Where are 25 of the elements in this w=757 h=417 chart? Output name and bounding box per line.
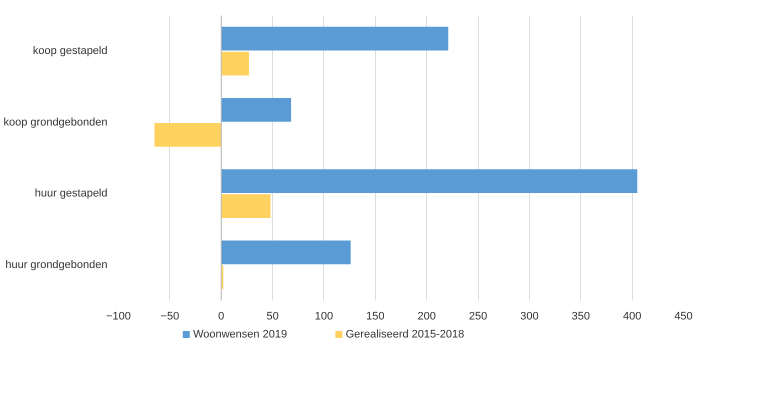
- x-tick-label: 350: [572, 310, 590, 322]
- bar: [221, 52, 249, 76]
- y-tick-label: huur gestapeld: [34, 188, 108, 200]
- x-tick-label: 0: [218, 310, 224, 322]
- x-tick-label: 150: [366, 310, 384, 322]
- y-tick-label: koop gestapeld: [32, 45, 108, 58]
- x-tick-label: 250: [468, 310, 488, 322]
- x-tick-label: −100: [106, 310, 131, 322]
- legend-label: Woonwensen 2019: [193, 328, 288, 340]
- x-tick-label: 300: [520, 310, 539, 322]
- x-tick-label: −50: [160, 310, 180, 322]
- x-tick-label: 100: [314, 310, 334, 322]
- y-tick-label: huur grondgebonden: [5, 258, 108, 271]
- legend-label: Gerealiseerd 2015-2018: [346, 328, 464, 340]
- y-tick-label: koop grondgebonden: [4, 116, 108, 128]
- bar: [221, 169, 638, 193]
- x-tick-label: 200: [418, 310, 436, 322]
- bar: [154, 123, 222, 147]
- bar: [221, 26, 448, 50]
- x-tick-label: 400: [622, 310, 642, 322]
- bar: [221, 194, 271, 218]
- x-tick-label: 450: [674, 310, 693, 322]
- bar: [221, 98, 292, 122]
- x-tick-label: 50: [266, 310, 279, 322]
- bar: [221, 240, 351, 264]
